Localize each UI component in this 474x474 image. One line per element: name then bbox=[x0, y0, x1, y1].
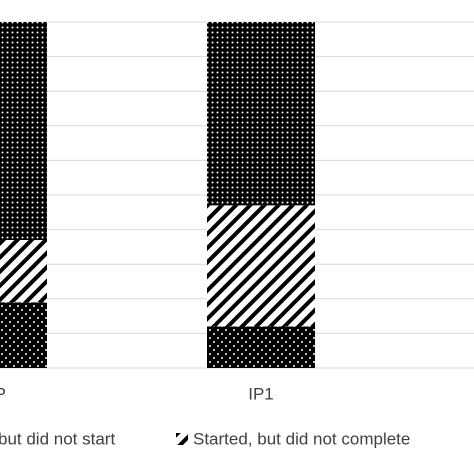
bar-segment bbox=[0, 302, 47, 368]
bar-segment bbox=[207, 326, 315, 368]
legend-swatch bbox=[176, 433, 188, 445]
bar-segment bbox=[0, 239, 47, 303]
legend: Started, but did not complete but did not… bbox=[0, 429, 410, 448]
labels: P IP1 bbox=[0, 384, 274, 403]
x-tick-label: IP1 bbox=[248, 384, 274, 403]
legend-label: but did not start bbox=[0, 429, 115, 448]
bar-segment bbox=[207, 22, 315, 206]
x-tick-label: P bbox=[0, 384, 6, 403]
bars bbox=[0, 22, 315, 368]
legend-label: Started, but did not complete bbox=[193, 429, 410, 448]
bar-segment bbox=[0, 22, 47, 240]
bar-segment bbox=[207, 205, 315, 327]
